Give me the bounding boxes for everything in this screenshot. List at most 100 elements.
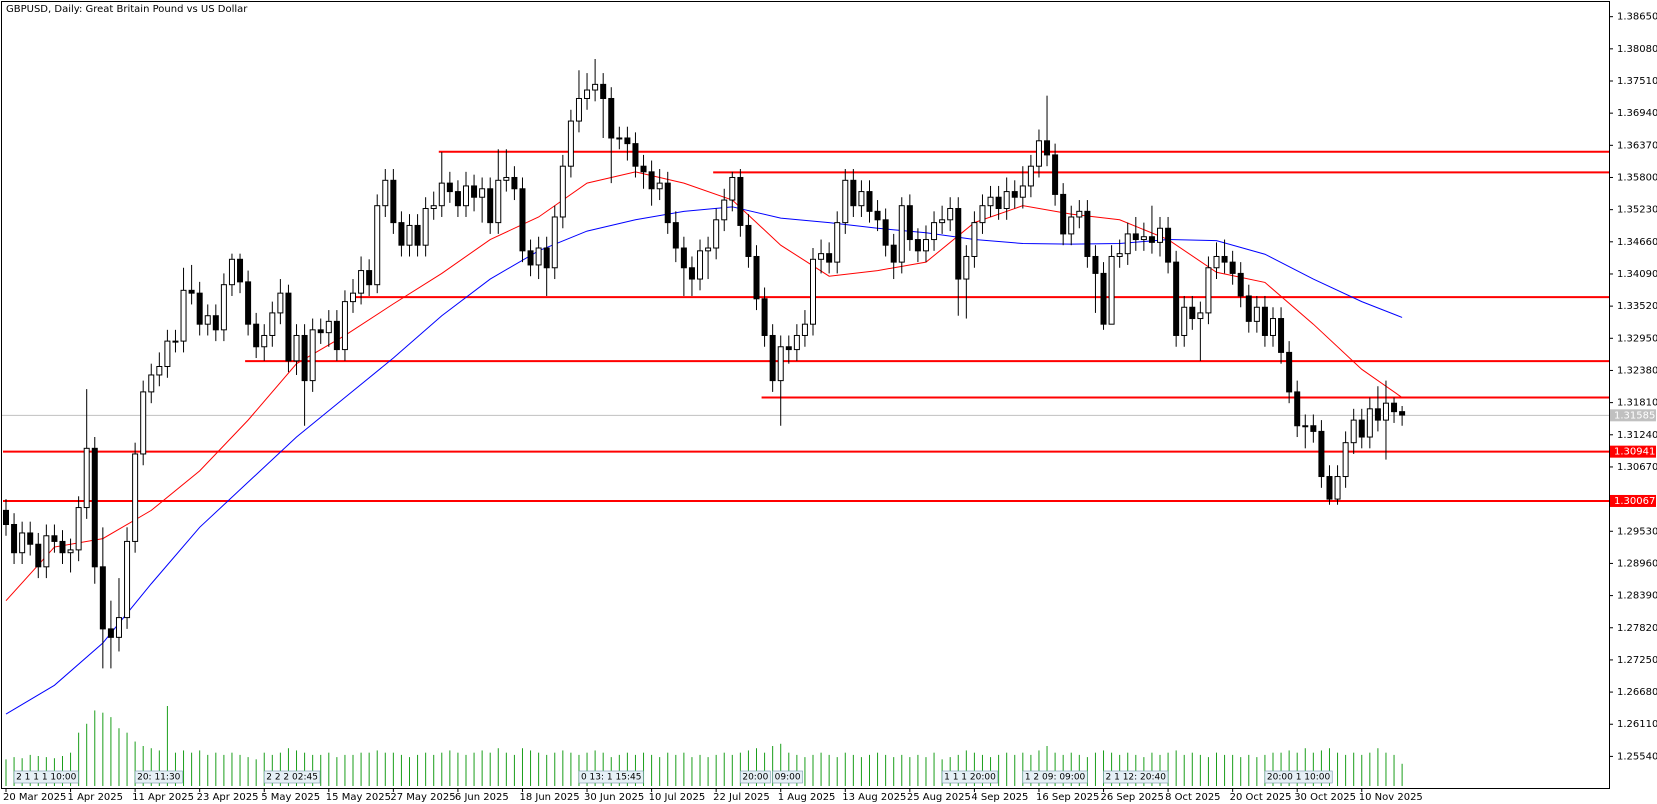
candle-body	[995, 196, 1002, 210]
y-tick-label: 1.32380	[1617, 365, 1657, 376]
level-tag	[1610, 494, 1656, 507]
event-marker: 20:00 1 10:00	[1264, 770, 1333, 784]
x-tick-label: 18 Jun 2025	[519, 792, 579, 803]
event-label: 1 1 1 20:00	[944, 773, 996, 783]
candle-body	[1092, 255, 1099, 274]
x-tick-label: 26 Sep 2025	[1101, 792, 1164, 803]
candle-body	[785, 346, 792, 351]
candle-body	[810, 258, 816, 325]
event-box	[578, 770, 644, 784]
candle-body	[1132, 233, 1139, 241]
candle-body	[341, 301, 348, 351]
candle-body	[713, 219, 720, 249]
candle-body	[656, 182, 663, 190]
candle-body	[51, 535, 58, 542]
candle-body	[75, 507, 82, 551]
candle-body	[422, 208, 429, 246]
event-marker: 0 13: 1 15:45	[578, 770, 644, 784]
level-tag	[1610, 445, 1656, 458]
candle-body	[834, 222, 841, 263]
candle-body	[503, 176, 510, 181]
y-tick-label: 1.35230	[1617, 205, 1657, 216]
y-tick-label: 1.35800	[1617, 172, 1657, 183]
candle-body	[1140, 236, 1147, 241]
candle-body	[963, 255, 970, 280]
x-tick-label: 27 May 2025	[390, 792, 455, 803]
candle-body	[277, 292, 284, 314]
candle-body	[584, 89, 591, 99]
y-tick-label: 1.36370	[1617, 140, 1657, 151]
event-label: 2 1 12: 20:40	[1106, 773, 1167, 783]
candle-body	[140, 391, 147, 455]
candle-body	[1213, 255, 1220, 269]
candle-body	[1035, 140, 1042, 167]
x-tick-label: 30 Oct 2025	[1294, 792, 1356, 803]
candle-body	[124, 540, 131, 619]
candle-body	[527, 250, 534, 266]
event-box	[941, 770, 999, 784]
y-tick-label: 1.26680	[1617, 687, 1657, 698]
candle-body	[19, 532, 26, 554]
event-box	[740, 770, 771, 784]
candle-body	[487, 188, 494, 224]
candle-body	[640, 165, 647, 173]
event-label: 2 2 2 02:45	[266, 773, 318, 783]
candle-body	[228, 258, 235, 286]
candle-body	[406, 224, 413, 246]
candle-body	[180, 289, 187, 342]
y-tick-label: 1.36940	[1617, 108, 1657, 119]
candle-body	[705, 247, 712, 252]
candle-body	[91, 447, 98, 568]
candle-body	[632, 143, 639, 167]
candle-body	[1221, 255, 1228, 263]
candle-body	[1108, 255, 1115, 325]
candle-body	[309, 329, 316, 382]
last-price-tag	[1610, 409, 1656, 422]
candle-body	[769, 334, 776, 382]
candle-body	[801, 323, 808, 336]
event-box	[13, 770, 79, 784]
event-label: 20:00	[742, 773, 768, 783]
x-tick-label: 10 Nov 2025	[1359, 792, 1423, 803]
candle-body	[1374, 408, 1381, 421]
candle-body	[616, 137, 623, 140]
candle-body	[1310, 425, 1317, 432]
candle-body	[1261, 306, 1268, 336]
candle-body	[293, 334, 300, 362]
candle-body	[793, 334, 800, 351]
candle-body	[1068, 216, 1075, 235]
candle-body	[1027, 165, 1034, 187]
x-tick-label: 30 Jun 2025	[584, 792, 644, 803]
event-marker: 1 1 1 20:00	[941, 770, 999, 784]
y-tick-label: 1.25540	[1617, 751, 1657, 762]
candle-body	[1165, 227, 1172, 263]
candle-body	[1382, 402, 1389, 421]
candle-body	[551, 216, 558, 269]
event-marker: 20: 11:30	[134, 770, 183, 784]
candle-body	[745, 224, 752, 257]
candle-body	[67, 549, 74, 554]
candle-body	[333, 320, 340, 351]
candle-body	[898, 205, 905, 263]
candle-body	[325, 320, 332, 334]
candle-body	[688, 267, 695, 280]
event-box	[1264, 770, 1333, 784]
x-tick-label: 10 Jul 2025	[649, 792, 706, 803]
candle-body	[446, 182, 453, 193]
y-tick-label: 1.28390	[1617, 591, 1657, 602]
candle-body	[1286, 351, 1293, 393]
x-tick-label: 23 Apr 2025	[197, 792, 259, 803]
candle-body	[1391, 402, 1398, 413]
x-tick-label: 25 Aug 2025	[907, 792, 971, 803]
candle-body	[1358, 419, 1365, 438]
y-tick-label: 1.30670	[1617, 462, 1657, 473]
candle-body	[1318, 430, 1325, 478]
candle-body	[261, 334, 268, 348]
candle-body	[672, 222, 679, 249]
candle-body	[438, 182, 445, 207]
candle-body	[1229, 261, 1236, 274]
candle-body	[27, 532, 34, 545]
event-box	[134, 770, 183, 784]
candle-body	[753, 255, 760, 300]
